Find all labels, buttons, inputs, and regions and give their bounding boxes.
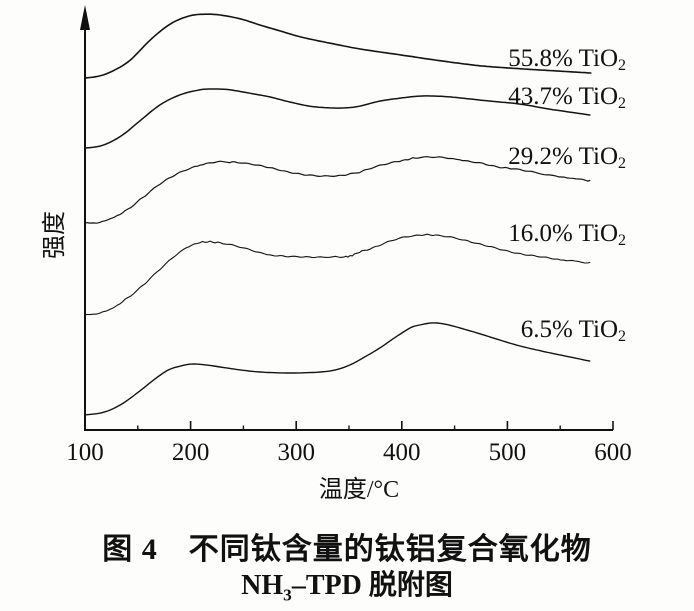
curve-55-8--TiO2	[84, 13, 592, 79]
caption-line1: 图 4 不同钛含量的钛铝复合氧化物	[102, 533, 592, 566]
y-axis-arrow-icon	[80, 5, 90, 30]
curve-label: 16.0% TiO2	[508, 220, 626, 249]
tpd-chart-plot: 100 200 300 400 500 600 温度/°C 强度 55.8% TiO2 43.7%…	[41, 5, 632, 503]
curve-29-2--TiO2	[84, 156, 591, 224]
curve-label: 43.7% TiO2	[508, 83, 626, 112]
curve-label: 29.2% TiO2	[508, 143, 626, 172]
figure-caption: 图 4 不同钛含量的钛铝复合氧化物 NH3–TPD 脱附图	[0, 533, 694, 605]
x-tick-label: 600	[594, 439, 632, 466]
curve-16-0--TiO2	[84, 233, 591, 316]
x-tick-label: 400	[383, 439, 421, 466]
curve-43-7--TiO2	[84, 88, 591, 149]
x-axis-label: 温度/°C	[319, 476, 399, 503]
caption-line2: NH3–TPD 脱附图	[241, 569, 453, 605]
x-tick-label: 200	[172, 439, 210, 466]
x-tick-label: 500	[489, 439, 527, 466]
x-tick-label: 100	[66, 439, 104, 466]
y-axis-label: 强度	[41, 211, 68, 259]
curve-6-5--TiO2	[84, 322, 591, 416]
x-tick-label: 300	[277, 439, 315, 466]
curve-label: 6.5% TiO2	[521, 316, 626, 345]
curve-label: 55.8% TiO2	[508, 45, 626, 74]
